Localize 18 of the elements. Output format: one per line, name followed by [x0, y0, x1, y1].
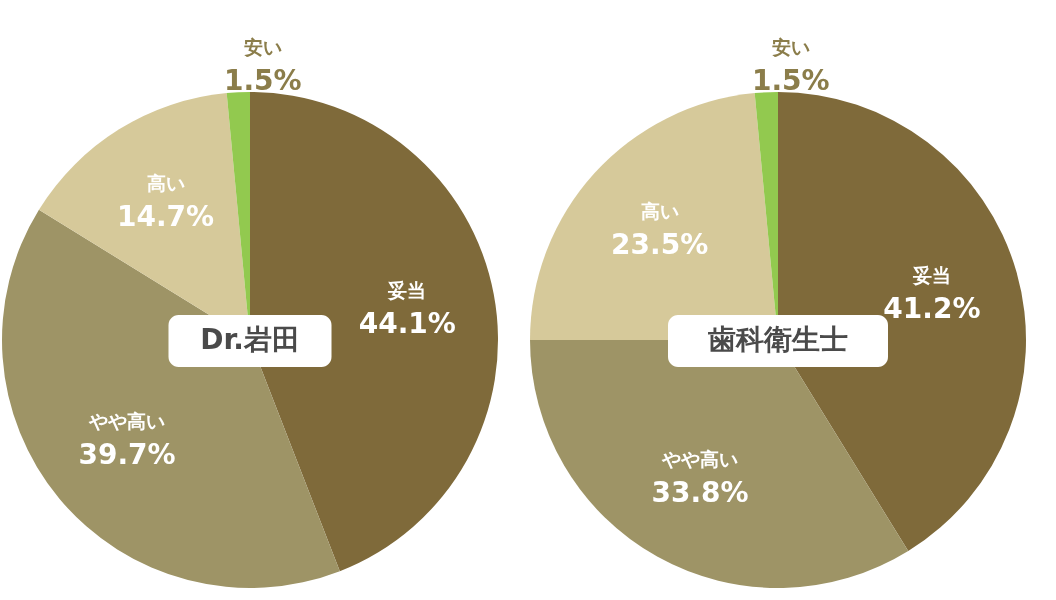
slice-label: 高い: [640, 200, 679, 223]
data-label: 1.5%: [751, 64, 830, 98]
slice-label: 妥当: [911, 264, 951, 287]
slice-label: やや高い: [88, 410, 166, 433]
data-label: 23.5%: [611, 228, 709, 262]
text: 歯科衛生士: [707, 323, 848, 356]
data-label: 39.7%: [78, 438, 176, 472]
data-label: 14.7%: [116, 200, 215, 234]
data-label: 33.8%: [651, 475, 749, 509]
slice-label: 安い: [771, 36, 810, 59]
text: Dr.岩田: [200, 323, 300, 356]
slice-label: 妥当: [387, 278, 427, 301]
slice-label: 高い: [146, 172, 185, 195]
slice-label: やや高い: [661, 447, 739, 470]
data-label: 41.2%: [883, 292, 981, 326]
data-label: 44.1%: [358, 306, 456, 340]
data-label: 1.5%: [223, 64, 302, 98]
slice-label: 安い: [243, 36, 282, 59]
